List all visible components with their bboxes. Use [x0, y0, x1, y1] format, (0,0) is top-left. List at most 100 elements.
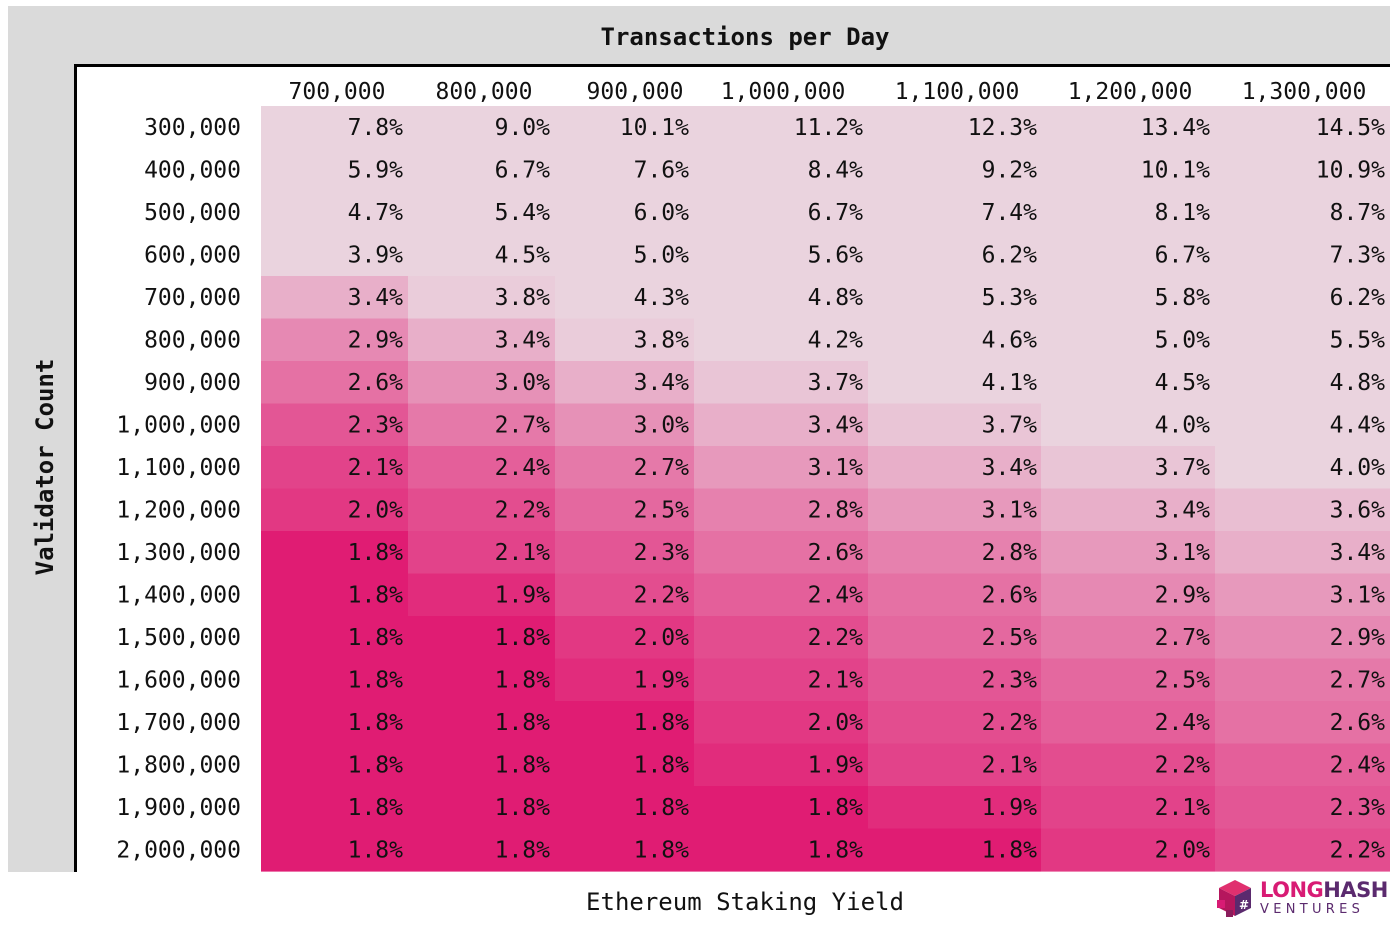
- heatmap-cell: [1215, 276, 1390, 320]
- heatmap-cell: [1041, 446, 1215, 490]
- heatmap-cell: [261, 701, 408, 745]
- cell-value-label: 8.4%: [808, 158, 864, 184]
- cell-value-label: 4.0%: [1155, 413, 1211, 439]
- heatmap-cell: [1041, 573, 1215, 617]
- heatmap-cell: [408, 616, 555, 660]
- row-label: 1,300,000: [116, 540, 241, 566]
- cell-value-label: 10.1%: [1141, 158, 1210, 184]
- cell-value-label: 5.8%: [1155, 285, 1211, 311]
- heatmap-cell: [1041, 701, 1215, 745]
- heatmap-cell: [555, 446, 694, 490]
- row-label: 1,000,000: [116, 413, 241, 439]
- heatmap-cell: [555, 488, 694, 532]
- cell-value-label: 5.6%: [808, 243, 864, 269]
- heatmap-cell: [1215, 658, 1390, 702]
- cell-value-label: 7.6%: [634, 158, 690, 184]
- heatmap-cell: [555, 191, 694, 235]
- cell-value-label: 7.8%: [348, 115, 404, 141]
- heatmap-cell: [868, 488, 1041, 532]
- heatmap-cell: [408, 488, 555, 532]
- cell-value-label: 2.4%: [1330, 753, 1386, 779]
- heatmap-cell: [1215, 148, 1390, 192]
- heatmap-cell: [868, 403, 1041, 447]
- row-label: 800,000: [144, 328, 241, 354]
- cell-value-label: 2.3%: [634, 540, 690, 566]
- heatmap-cell: [408, 191, 555, 235]
- heatmap-cell: [408, 828, 555, 872]
- cell-value-label: 7.3%: [1330, 243, 1386, 269]
- heatmap-cell: [408, 148, 555, 192]
- row-label: 700,000: [144, 285, 241, 311]
- heatmap-cell: [694, 701, 868, 745]
- cell-value-label: 1.8%: [808, 838, 864, 864]
- cell-value-label: 2.2%: [808, 625, 864, 651]
- heatmap-cell: [694, 658, 868, 702]
- cell-value-label: 5.0%: [1155, 328, 1211, 354]
- cell-value-label: 4.2%: [808, 328, 864, 354]
- heatmap-cell: [408, 276, 555, 320]
- heatmap-cell: [694, 828, 868, 872]
- cell-value-label: 3.4%: [634, 370, 690, 396]
- cell-value-label: 3.1%: [1155, 540, 1211, 566]
- heatmap-cell: [555, 701, 694, 745]
- cell-value-label: 1.8%: [634, 753, 690, 779]
- cell-value-label: 3.7%: [808, 370, 864, 396]
- heatmap-cell: [1215, 828, 1390, 872]
- cell-value-label: 6.7%: [1155, 243, 1211, 269]
- heatmap-cell: [868, 318, 1041, 362]
- row-label: 2,000,000: [116, 838, 241, 864]
- heatmap-cell: [408, 318, 555, 362]
- cell-value-label: 1.8%: [348, 540, 404, 566]
- heatmap-cell: [408, 106, 555, 150]
- row-label: 600,000: [144, 243, 241, 269]
- heatmap-cell: [555, 658, 694, 702]
- cell-value-label: 3.7%: [1155, 455, 1211, 481]
- cell-value-label: 11.2%: [794, 115, 863, 141]
- heatmap-cell: [261, 743, 408, 787]
- cell-value-label: 3.4%: [1330, 540, 1386, 566]
- cell-value-label: 2.1%: [348, 455, 404, 481]
- row-label: 400,000: [144, 158, 241, 184]
- cell-value-label: 5.3%: [982, 285, 1038, 311]
- heatmap-cell: [868, 361, 1041, 405]
- cell-value-label: 2.4%: [495, 455, 551, 481]
- heatmap-cell: [1041, 786, 1215, 830]
- logo-wordmark: LONGHASH: [1260, 878, 1388, 902]
- cell-value-label: 1.8%: [348, 753, 404, 779]
- heatmap-cell: [408, 786, 555, 830]
- heatmap-cell: [1215, 403, 1390, 447]
- heatmap-cell: [408, 233, 555, 277]
- cell-value-label: 8.7%: [1330, 200, 1386, 226]
- heatmap-cell: [868, 701, 1041, 745]
- column-header: 1,200,000: [1068, 79, 1193, 105]
- cell-value-label: 2.2%: [1155, 753, 1211, 779]
- cell-value-label: 2.2%: [634, 583, 690, 609]
- cell-value-label: 3.1%: [982, 498, 1038, 524]
- heatmap-cell: [1215, 361, 1390, 405]
- column-header: 800,000: [436, 79, 533, 105]
- heatmap-cell: [1215, 191, 1390, 235]
- heatmap-cell: [694, 403, 868, 447]
- heatmap-cell: [261, 828, 408, 872]
- cell-value-label: 2.1%: [495, 540, 551, 566]
- cell-value-label: 3.7%: [982, 413, 1038, 439]
- cell-value-label: 2.2%: [495, 498, 551, 524]
- cell-value-label: 2.4%: [1155, 710, 1211, 736]
- heatmap-cell: [555, 573, 694, 617]
- heatmap-cell: [408, 531, 555, 575]
- heatmap-cell: [555, 361, 694, 405]
- column-header: 1,000,000: [721, 79, 846, 105]
- heatmap-cell: [868, 106, 1041, 150]
- cell-value-label: 4.7%: [348, 200, 404, 226]
- cell-value-label: 3.8%: [634, 328, 690, 354]
- y-axis-line: [74, 64, 77, 872]
- cell-value-label: 5.0%: [634, 243, 690, 269]
- heatmap-cell: [868, 786, 1041, 830]
- heatmap-cell: [1215, 531, 1390, 575]
- heatmap-cell: [261, 531, 408, 575]
- row-label: 900,000: [144, 370, 241, 396]
- cell-value-label: 4.1%: [982, 370, 1038, 396]
- heatmap-cell: [1041, 361, 1215, 405]
- heatmap-cell: [261, 148, 408, 192]
